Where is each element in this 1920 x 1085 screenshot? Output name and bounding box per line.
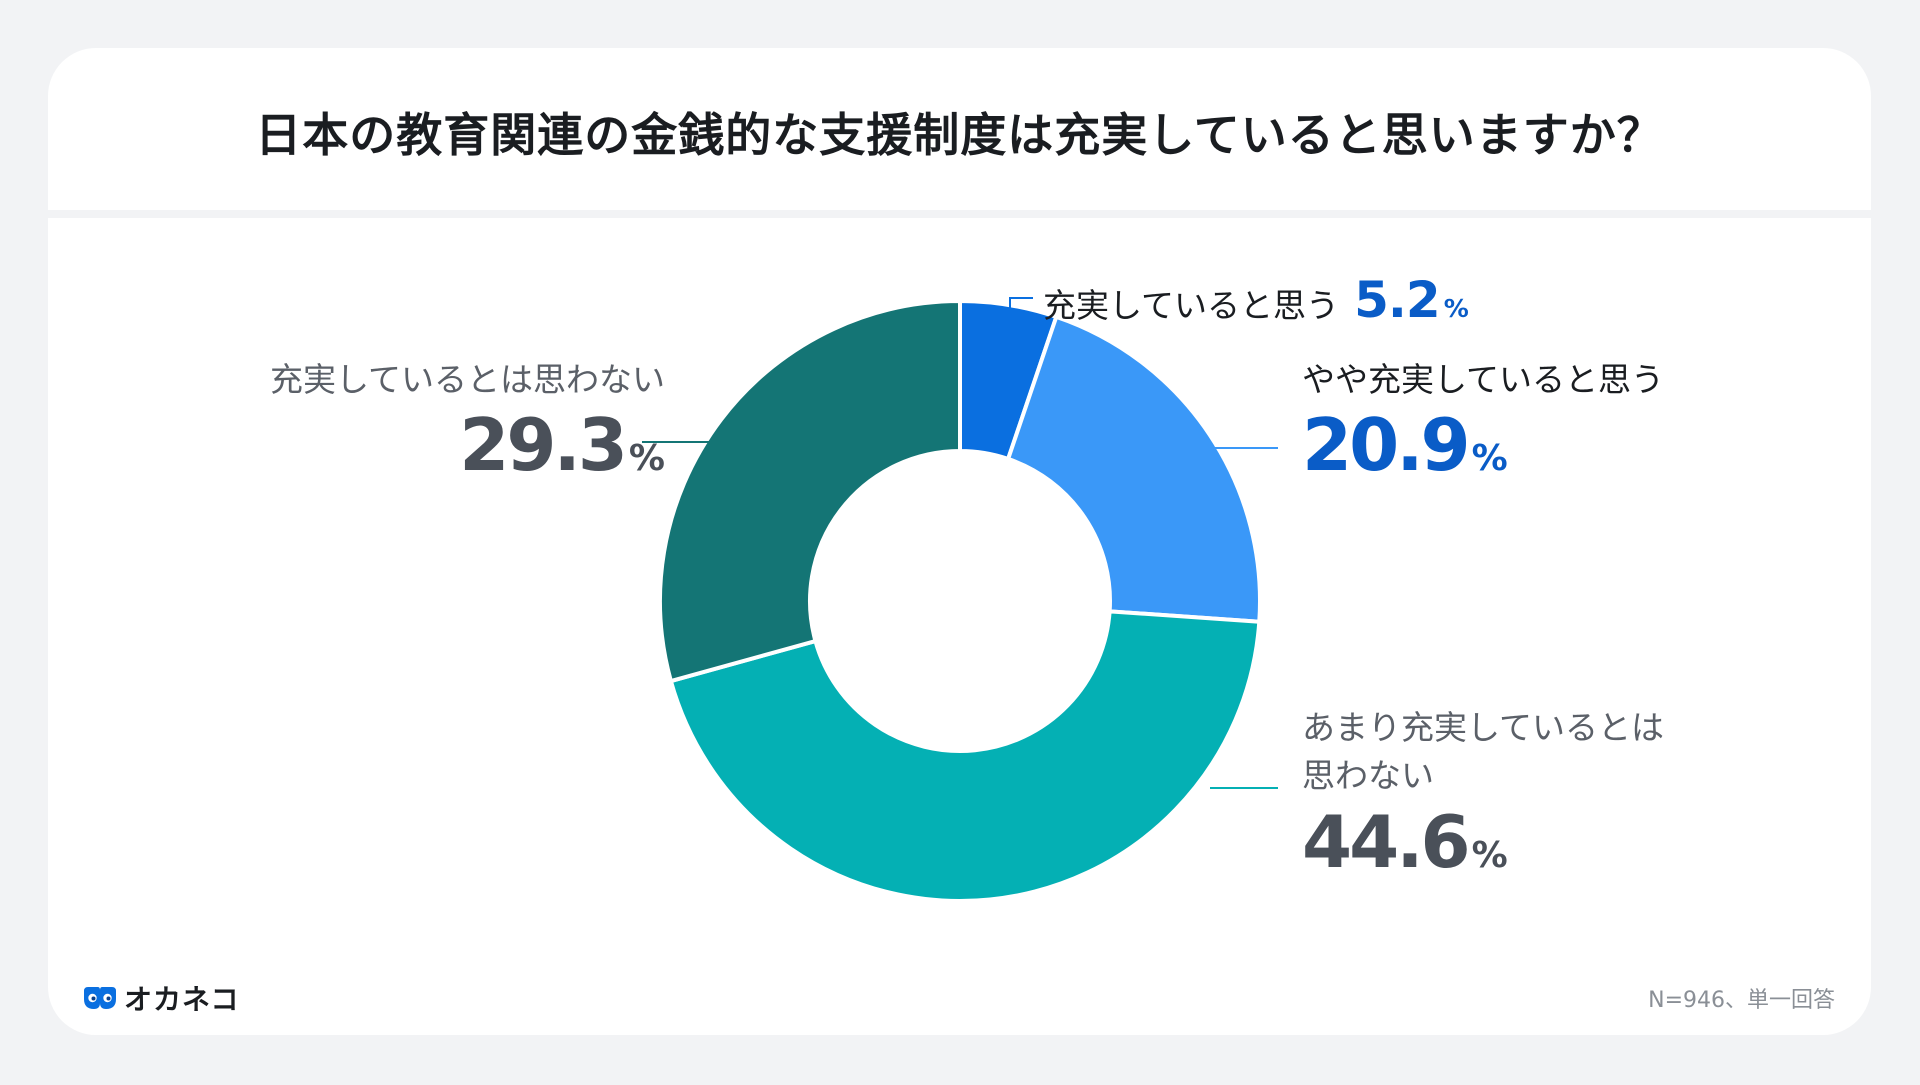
label-s3-value: 44.6 (1302, 800, 1471, 885)
donut-slice-2 (1006, 314, 1262, 624)
donut-slice-4 (658, 299, 962, 684)
okaneko-logo: オカネコ (82, 978, 239, 1018)
label-s4-pct: 29.3% (270, 402, 665, 488)
label-s3-pct: 44.6% (1302, 799, 1664, 885)
label-s1-value: 5.2 (1354, 271, 1441, 329)
logo-mark-icon (84, 987, 116, 1009)
donut-chart (642, 297, 1278, 903)
title-area: 日本の教育関連の金銭的な支援制度は充実していると思いますか？ (48, 48, 1871, 210)
logo-text: オカネコ (124, 983, 240, 1016)
label-s1-unit: % (1443, 294, 1469, 323)
label-s4-text: 充実しているとは思わない (269, 360, 665, 399)
label-s1-text: 充実していると思う (1043, 286, 1340, 325)
donut-slice-3 (668, 609, 1262, 903)
leader-line-1 (1009, 297, 1033, 318)
label-s4-value: 29.3 (459, 402, 628, 487)
title-divider (48, 210, 1871, 218)
label-s3-line1: あまり充実しているとは (1302, 708, 1665, 747)
label-s4: 充実しているとは思わない 29.3% (270, 360, 665, 488)
label-s1-pct: 5.2% (1354, 271, 1469, 329)
label-s3-unit: % (1471, 835, 1508, 877)
sample-note: N=946、単一回答 (1648, 988, 1835, 1013)
label-s1: 充実していると思う 5.2% (1043, 270, 1469, 330)
chart-card: 日本の教育関連の金銭的な支援制度は充実していると思いますか？ 充実していると思う… (48, 48, 1871, 1035)
label-s2-pct: 20.9% (1302, 402, 1664, 488)
label-s2-text: やや充実していると思う (1302, 360, 1665, 399)
label-s4-unit: % (628, 437, 665, 479)
label-s2-unit: % (1471, 437, 1508, 479)
label-s2: やや充実していると思う 20.9% (1302, 360, 1664, 488)
label-s3-line2: 思わない (1302, 755, 1434, 795)
label-s3: あまり充実しているとは 思わない 44.6% (1302, 708, 1664, 886)
chart-title: 日本の教育関連の金銭的な支援制度は充実していると思いますか？ (255, 108, 1664, 162)
label-s2-value: 20.9 (1302, 402, 1471, 487)
